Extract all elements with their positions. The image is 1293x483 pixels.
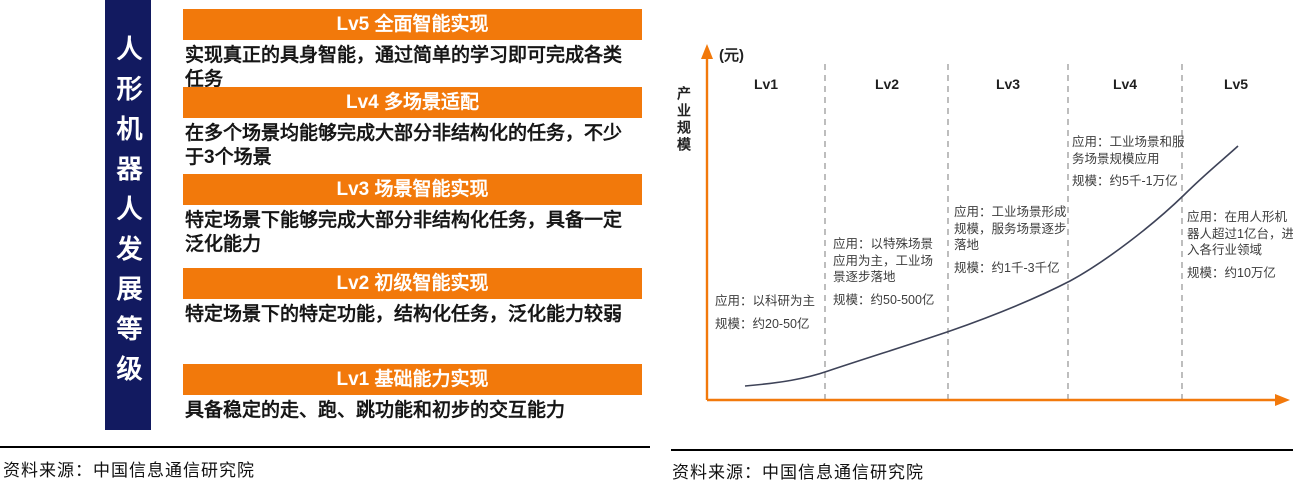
level-5-title-bar: Lv5 全面智能实现	[183, 9, 642, 40]
stage-annotation-lv4: 应用：工业场景和服务场景规模应用 规模：约5千-1万亿	[1072, 134, 1186, 190]
annotation-scale: 规模：约5千-1万亿	[1072, 174, 1178, 188]
stage-label-lv2: Lv2	[874, 76, 900, 92]
level-1-title-bar: Lv1 基础能力实现	[183, 364, 642, 395]
stage-annotation-lv2: 应用：以特殊场景应用为主，工业场景逐步落地 规模：约50-500亿	[833, 236, 945, 308]
left-figure-source: 资料来源：中国信息通信研究院	[3, 461, 255, 480]
annotation-application: 应用：工业场景和服务场景规模应用	[1072, 135, 1185, 166]
stage-label-lv3: Lv3	[995, 76, 1021, 92]
stage-label-lv4: Lv4	[1112, 76, 1138, 92]
y-axis-unit-label: (元)	[719, 47, 744, 64]
annotation-scale: 规模：约1千-3千亿	[954, 260, 1060, 275]
annotation-application: 应用：以科研为主	[715, 294, 816, 308]
level-2-description: 特定场景下的特定功能，结构化任务，泛化能力较弱	[185, 304, 623, 325]
stage-annotation-lv5: 应用：在用人形机器人超过1亿台，进入各行业领域 规模：约10万亿	[1187, 209, 1293, 281]
annotation-application: 应用：以特殊场景应用为主，工业场景逐步落地	[833, 237, 934, 284]
growth-curve	[744, 145, 1239, 387]
industry-scale-chart: (元) 产业规模 Lv1 Lv2 Lv3 Lv4 Lv5 应用：以科研为主 规模…	[660, 0, 1293, 440]
level-2-title-bar: Lv2 初级智能实现	[183, 268, 642, 299]
x-axis-arrow-icon	[1275, 394, 1290, 406]
y-axis-title: 产业规模	[676, 86, 692, 154]
stage-annotation-lv1: 应用：以科研为主 规模：约20-50亿	[715, 293, 827, 332]
annotation-scale: 规模：约10万亿	[1187, 265, 1276, 280]
annotation-scale: 规模：约50-500亿	[833, 292, 935, 307]
stage-label-lv5: Lv5	[1223, 76, 1249, 92]
chart-plot-area	[701, 44, 1290, 406]
stage-label-lv1: Lv1	[753, 76, 779, 92]
development-levels-figure: 人形机器人发展等级 Lv5 全面智能实现 实现真正的具身智能，通过简单的学习即可…	[105, 0, 642, 430]
right-figure-source: 资料来源：中国信息通信研究院	[672, 463, 924, 482]
level-5-description: 实现真正的具身智能，通过简单的学习即可完成各类任务	[185, 45, 623, 90]
stage-annotation-lv3: 应用：工业场景形成规模，服务场景逐步落地 规模：约1千-3千亿	[954, 204, 1068, 276]
side-bar-label: 人形机器人发展等级	[113, 35, 143, 395]
level-4-title-bar: Lv4 多场景适配	[183, 87, 642, 118]
level-3-description: 特定场景下能够完成大部分非结构化任务，具备一定泛化能力	[185, 210, 623, 255]
y-axis-arrow-icon	[701, 44, 713, 59]
levels-column: Lv5 全面智能实现 实现真正的具身智能，通过简单的学习即可完成各类任务 Lv4…	[183, 0, 642, 430]
left-figure-divider-rule	[0, 446, 650, 448]
level-4-description: 在多个场景均能够完成大部分非结构化的任务，不少于3个场景	[185, 123, 623, 168]
annotation-application: 应用：工业场景形成规模，服务场景逐步落地	[954, 205, 1067, 252]
level-1-description: 具备稳定的走、跑、跳功能和初步的交互能力	[185, 400, 566, 421]
annotation-scale: 规模：约20-50亿	[715, 316, 810, 331]
development-levels-side-bar: 人形机器人发展等级	[105, 0, 151, 430]
level-3-title-bar: Lv3 场景智能实现	[183, 174, 642, 205]
annotation-application: 应用：在用人形机器人超过1亿台，进入各行业领域	[1187, 210, 1293, 257]
right-figure-divider-rule	[671, 449, 1293, 451]
